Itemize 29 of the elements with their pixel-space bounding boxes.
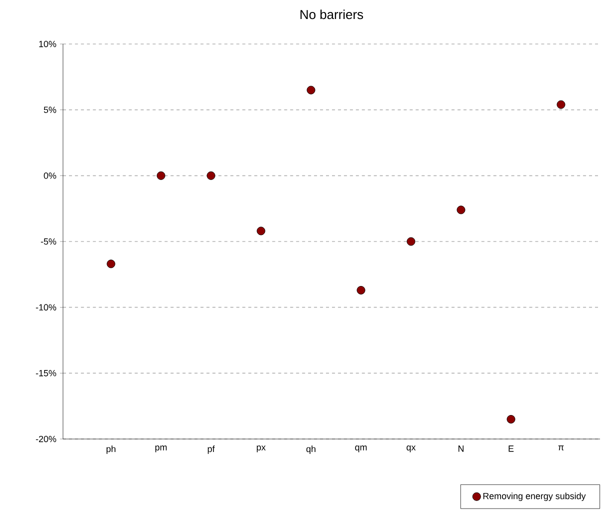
legend-label: Removing energy subsidy [483, 492, 586, 501]
point [256, 226, 266, 236]
y-tick-label: -5% [40, 238, 56, 245]
x-tick-label: px [256, 446, 266, 452]
y-tick-label: 10% [39, 40, 56, 48]
x-tick-label: qx [406, 446, 416, 452]
y-tick-label: 0% [44, 172, 56, 179]
point [156, 171, 166, 180]
point [306, 86, 316, 94]
x-tick-label: pm [155, 446, 167, 452]
y-tick-label: -20% [36, 436, 56, 442]
x-tick-label: ph [106, 446, 116, 454]
chart-title: No barriers [300, 10, 364, 20]
point [356, 286, 366, 294]
point [206, 171, 216, 180]
x-tick-label: qm [355, 446, 367, 452]
x-tick-label: pf [208, 446, 215, 454]
x-tick-label: E [508, 446, 514, 452]
x-tick-label: qh [306, 446, 316, 454]
y-tick-label: 5% [44, 106, 56, 113]
point [556, 100, 566, 109]
y-tick-label: -10% [36, 304, 56, 311]
point [106, 260, 116, 268]
x-tick-label: N [458, 446, 464, 452]
point [506, 415, 516, 424]
y-tick-label: -15% [36, 370, 56, 376]
point [406, 237, 416, 246]
point [456, 206, 466, 214]
x-tick-label: π [558, 446, 564, 450]
